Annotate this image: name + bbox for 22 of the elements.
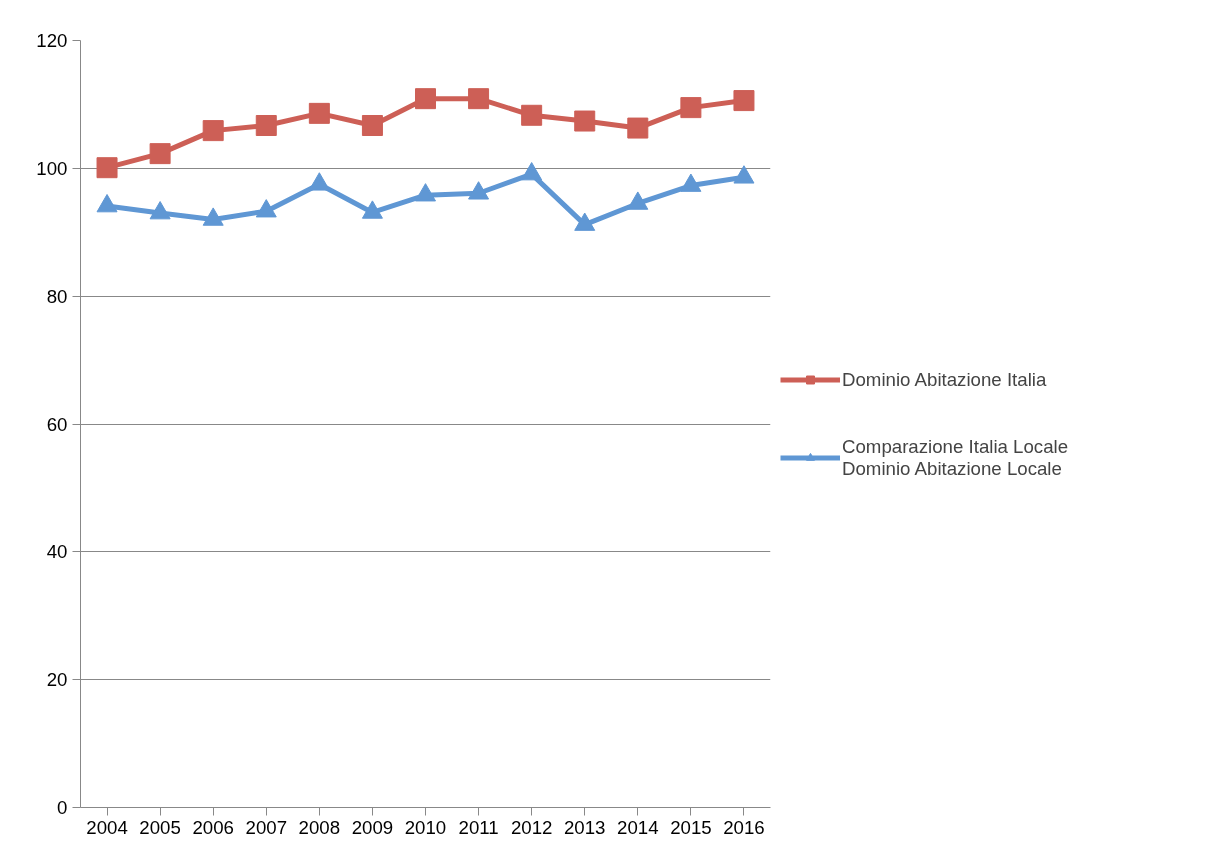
x-tick-label: 2012 (510, 816, 553, 838)
x-tick-label: 2004 (86, 816, 128, 838)
x-tick-label: 2016 (723, 816, 765, 838)
x-tick-label: 2011 (458, 816, 499, 838)
legend-label: Dominio Abitazione Italia (842, 368, 1047, 390)
y-tick-label: 100 (36, 157, 68, 179)
x-tick-label: 2007 (245, 816, 288, 838)
x-tick-label: 2005 (139, 816, 181, 838)
y-tick-label: 60 (46, 413, 68, 435)
y-tick-label: 120 (36, 30, 68, 51)
x-tick-label: 2009 (351, 816, 394, 838)
x-tick-label: 2006 (192, 816, 234, 838)
y-tick-label: 40 (46, 541, 68, 563)
x-tick-label: 2015 (670, 816, 712, 838)
y-tick-label: 80 (46, 285, 68, 307)
x-tick-label: 2014 (617, 816, 659, 838)
x-tick-label: 2008 (298, 816, 341, 838)
legend-label: Comparazione Italia Locale Dominio Abitazione Locale (842, 435, 1069, 479)
x-tick-label: 2010 (404, 816, 447, 838)
y-tick-label: 0 (57, 797, 68, 818)
x-tick-label: 2013 (563, 816, 606, 838)
y-tick-label: 20 (46, 669, 68, 691)
